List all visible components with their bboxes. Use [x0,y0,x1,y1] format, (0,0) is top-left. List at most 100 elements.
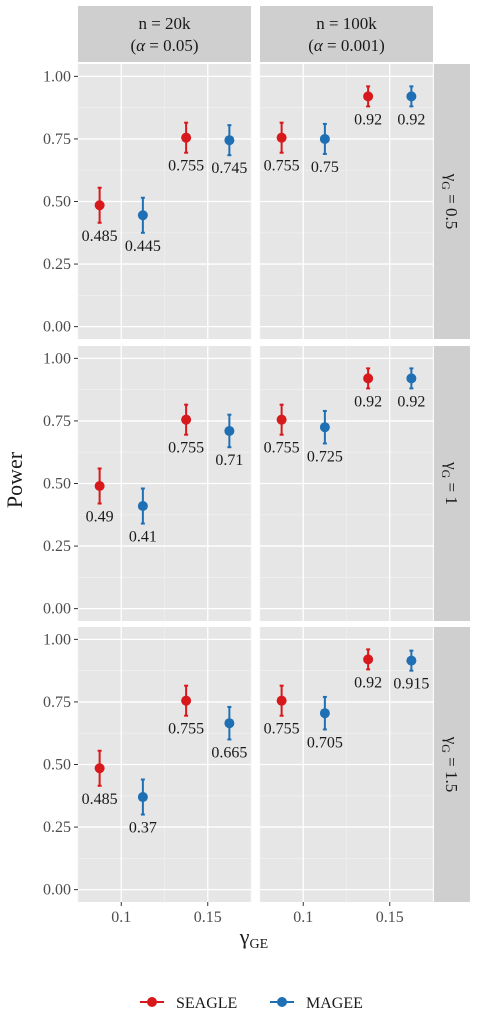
point-marker [181,695,192,706]
data-label: 0.92 [354,393,382,410]
row-strip-1 [434,346,470,621]
panel-r0-c0: 0.485 0.445 0.755 0.745 [77,64,252,339]
data-label: 0.445 [125,238,161,255]
row-strip-greek: γ [442,736,461,745]
data-label: 0.705 [307,734,343,751]
data-label: 0.71 [215,452,243,469]
point-marker [137,210,148,221]
data-point-seagle: 0.92 [354,85,382,128]
point-marker [224,135,235,146]
point-marker [276,414,287,425]
y-tick-label: 0.75 [43,413,71,430]
legend-key-marker [277,997,287,1007]
row-strips: γG = 0.5 γG = 1 γG = 1.5 [434,64,470,902]
point-marker [406,655,417,666]
point-marker [181,132,192,143]
data-point-seagle: 0.755 [264,403,300,457]
point-marker [94,200,105,211]
facet-panels: 0.485 0.445 0.755 0.745 0.755 0.75 0.92 0.92 0.4… [77,64,434,902]
column-strip-alpha: α [136,36,146,55]
point-marker [137,792,148,803]
y-tick-label: 0.25 [43,538,71,555]
point-marker [276,695,287,706]
y-tick-label: 0.25 [43,819,71,836]
data-point-magee: 0.92 [397,367,425,410]
point-marker [181,414,192,425]
legend-item-magee: MAGEE [270,995,363,1012]
column-strip-rest: = 0.05) [145,36,199,55]
data-label: 0.755 [168,721,204,738]
data-label: 0.41 [129,529,157,546]
point-marker [406,91,417,102]
panel-r2-c0: 0.485 0.37 0.755 0.665 [77,627,252,902]
data-label: 0.665 [211,744,247,761]
row-strip-subscript: G [439,744,453,753]
legend-key-marker [147,997,157,1007]
column-strip-open: ( [130,36,136,55]
data-point-magee: 0.665 [211,705,247,761]
data-point-magee: 0.445 [125,196,161,255]
column-strip-label-line2: (α = 0.001) [308,36,385,55]
data-point-seagle: 0.755 [264,121,300,175]
row-strip-label: γG = 0.5 [439,173,461,230]
point-marker [224,425,235,436]
legend-label: MAGEE [306,995,363,1012]
legend-item-seagle: SEAGLE [140,995,237,1012]
point-marker [319,133,330,144]
data-point-magee: 0.705 [307,695,343,751]
row-strip-label: γG = 1.5 [439,736,461,793]
x-tick-label: 0.1 [111,909,131,926]
y-tick-label: 0.50 [43,476,71,493]
point-marker [276,132,287,143]
data-point-seagle: 0.755 [168,684,204,738]
data-point-seagle: 0.755 [168,121,204,175]
y-tick-label: 0.00 [43,319,71,336]
x-axis-title: γGE [239,924,268,952]
y-tick-label: 0.25 [43,256,71,273]
y-tick-label: 0.00 [43,882,71,899]
point-marker [406,373,417,384]
point-marker [363,91,374,102]
column-strip-alpha: α [314,36,324,55]
data-point-seagle: 0.755 [264,684,300,738]
y-tick-label: 0.75 [43,694,71,711]
column-strip-label-line1: n = 100k [316,14,377,33]
data-point-magee: 0.915 [393,649,429,693]
point-marker [319,708,330,719]
data-label: 0.92 [354,111,382,128]
y-axis-title: Power [2,451,27,508]
row-strip-label: γG = 1 [439,461,461,505]
data-label: 0.485 [82,228,118,245]
data-point-magee: 0.725 [307,409,343,465]
x-axis-title-subscript: GE [250,937,269,952]
column-strip-label-line1: n = 20k [138,14,191,33]
y-tick-label: 1.00 [43,350,71,367]
column-strip-1 [260,6,433,62]
data-label: 0.755 [168,440,204,457]
data-point-seagle: 0.92 [354,648,382,691]
data-point-magee: 0.37 [129,778,157,837]
x-tick-label: 0.1 [293,909,313,926]
data-label: 0.37 [129,820,157,837]
row-strip-subscript: G [439,181,453,190]
y-tick-label: 0.00 [43,601,71,618]
point-marker [224,718,235,729]
column-strips: n = 20k(α = 0.05)n = 100k(α = 0.001) [78,6,433,62]
data-label: 0.92 [397,393,425,410]
data-point-magee: 0.41 [129,487,157,546]
row-strip-subscript: G [439,470,453,479]
panel-r1-c1: 0.755 0.725 0.92 0.92 [259,346,434,621]
y-tick-label: 1.00 [43,68,71,85]
panel-r0-c1: 0.755 0.75 0.92 0.92 [259,64,434,339]
data-label: 0.745 [211,160,247,177]
legend-label: SEAGLE [176,995,237,1012]
data-label: 0.915 [393,676,429,693]
row-strip-greek: γ [442,173,461,182]
data-point-seagle: 0.485 [82,186,118,245]
y-tick-label: 0.50 [43,194,71,211]
data-label: 0.49 [86,509,114,526]
point-marker [94,763,105,774]
column-strip-label-line2: (α = 0.05) [130,36,198,55]
panel-r1-c0: 0.49 0.41 0.755 0.71 [77,346,252,621]
